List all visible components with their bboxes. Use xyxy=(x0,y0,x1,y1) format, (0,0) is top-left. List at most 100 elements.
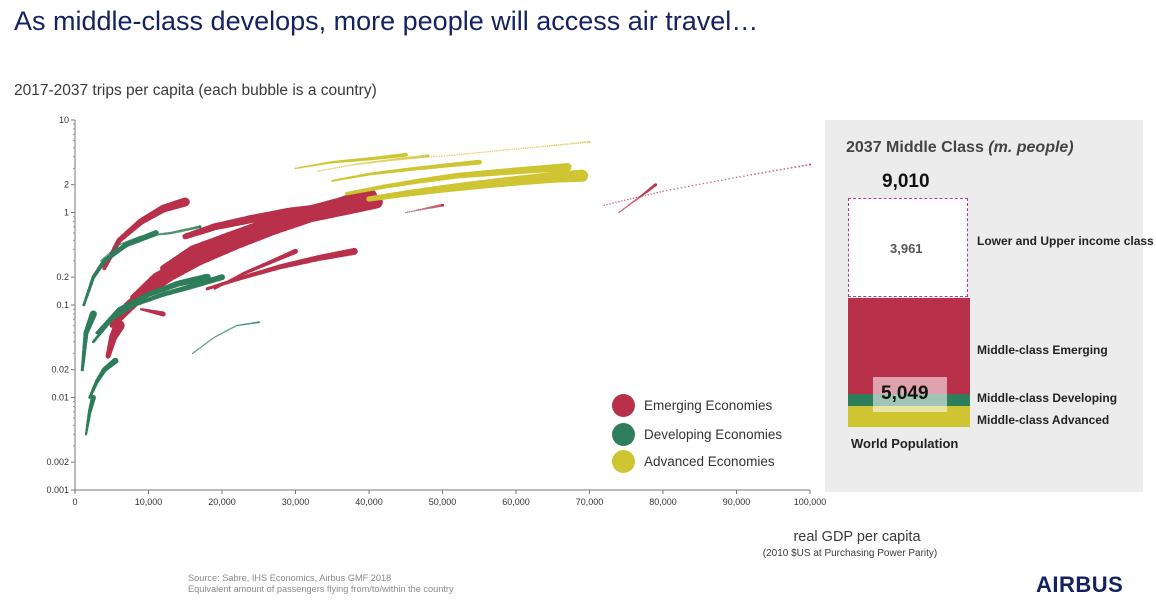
data-point xyxy=(402,157,406,160)
country-trajectory xyxy=(140,308,166,317)
data-point xyxy=(743,175,745,177)
data-point xyxy=(618,211,620,214)
data-point xyxy=(424,207,428,210)
series-emerging-economies xyxy=(102,163,811,359)
middle-class-panel: 2037 Middle Class (m. people) 9,010 3,96… xyxy=(825,120,1154,492)
data-point xyxy=(629,198,632,200)
country-trajectory xyxy=(92,274,225,344)
data-point xyxy=(309,164,312,167)
data-point xyxy=(540,145,542,148)
data-point xyxy=(790,166,793,169)
data-point xyxy=(212,337,215,339)
legend-label-emerging: Emerging Economies xyxy=(644,398,773,413)
y-tick-label: 0.002 xyxy=(46,457,69,467)
y-tick-label: 10 xyxy=(59,115,69,125)
y-tick-label: 0.2 xyxy=(56,272,69,282)
data-point xyxy=(621,200,623,202)
country-trajectory xyxy=(345,163,572,196)
data-point xyxy=(520,147,522,150)
y-tick-label: 2 xyxy=(64,180,69,190)
x-tick-label: 40,000 xyxy=(355,497,383,507)
country-trajectory xyxy=(316,154,430,172)
data-point xyxy=(548,144,551,147)
data-point xyxy=(673,188,675,190)
data-point xyxy=(772,170,775,172)
data-point xyxy=(632,197,635,199)
data-point xyxy=(331,167,334,170)
data-point xyxy=(491,150,494,152)
data-point xyxy=(504,149,507,151)
data-point xyxy=(307,165,310,168)
data-point xyxy=(364,162,367,165)
data-point xyxy=(296,167,299,169)
page-title: As middle-class develops, more people wi… xyxy=(14,6,759,36)
data-point xyxy=(334,160,338,164)
data-point xyxy=(346,165,348,167)
data-point xyxy=(524,147,527,149)
data-point xyxy=(426,154,430,158)
data-point xyxy=(498,149,500,152)
data-point xyxy=(559,143,562,146)
data-point xyxy=(624,206,627,209)
data-point xyxy=(353,163,356,166)
country-trajectory xyxy=(82,230,159,307)
y-tick-label: 0.01 xyxy=(51,393,69,403)
data-point xyxy=(647,193,650,196)
data-point xyxy=(410,210,413,213)
data-point xyxy=(196,349,198,351)
data-point xyxy=(579,141,582,144)
source-note: Source: Sabre, IHS Economics, Airbus GMF… xyxy=(188,573,454,595)
data-point xyxy=(366,161,369,164)
country-trajectory xyxy=(405,140,591,160)
data-point xyxy=(476,152,478,154)
legend-dot-advanced xyxy=(612,450,635,473)
data-point xyxy=(316,163,319,166)
data-point xyxy=(314,163,317,167)
data-point xyxy=(329,168,332,170)
chart-title: 2017-2037 trips per capita (each bubble … xyxy=(14,82,377,99)
data-point xyxy=(205,342,207,345)
data-point xyxy=(735,176,738,179)
data-point xyxy=(195,350,197,352)
data-point xyxy=(320,169,323,172)
middle-class-total: 5,049 xyxy=(881,383,929,404)
data-point xyxy=(199,346,202,349)
data-point xyxy=(340,177,343,181)
data-point xyxy=(337,166,339,169)
x-tick-label: 30,000 xyxy=(282,497,310,507)
data-point xyxy=(502,149,505,151)
label-lower-upper: Lower and Upper income class xyxy=(977,234,1154,248)
data-point xyxy=(201,345,204,347)
data-point xyxy=(566,143,569,145)
data-point xyxy=(573,142,576,145)
data-point xyxy=(257,321,260,324)
data-point xyxy=(584,141,587,144)
bubble-chart: 0 10,000 20,000 30,000 40,000 50,000 60,000 70,… xyxy=(46,115,826,507)
data-point xyxy=(765,171,767,174)
country-trajectory xyxy=(88,357,119,399)
data-point xyxy=(160,311,166,317)
data-point xyxy=(515,148,518,150)
data-point xyxy=(362,162,365,165)
data-point xyxy=(669,189,672,191)
data-point xyxy=(798,165,800,168)
data-point xyxy=(336,178,339,181)
data-point xyxy=(546,145,549,147)
legend-label-developing: Developing Economies xyxy=(644,427,783,442)
data-point xyxy=(618,200,620,203)
country-trajectory xyxy=(405,203,444,214)
middle-class-total-box xyxy=(873,377,947,412)
data-point xyxy=(518,147,520,150)
data-point xyxy=(581,141,584,144)
x-tick-label: 20,000 xyxy=(208,497,236,507)
data-point xyxy=(389,158,393,162)
data-point xyxy=(511,148,514,151)
data-point xyxy=(456,154,459,156)
country-trajectory xyxy=(205,247,358,291)
data-point xyxy=(603,204,605,206)
data-point xyxy=(746,174,749,177)
data-point xyxy=(331,179,334,182)
data-point xyxy=(210,338,213,341)
data-point xyxy=(794,166,797,169)
data-point xyxy=(557,144,560,146)
